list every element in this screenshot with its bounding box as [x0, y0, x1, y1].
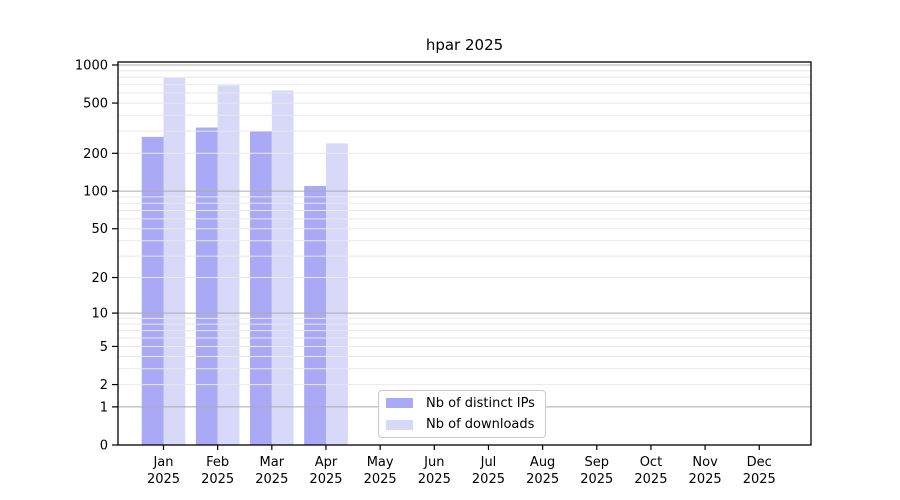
y-tick-label: 200 — [83, 147, 108, 162]
bar-downloads-mar — [271, 90, 294, 445]
bar-distinct-ips-apr — [304, 185, 326, 445]
plot-frame — [117, 61, 812, 446]
y-tick-label: 2 — [100, 378, 108, 393]
x-tick-label-sep: Sep 2025 — [580, 455, 613, 487]
x-tick-label-dec: Dec 2025 — [743, 455, 776, 487]
y-tick-label: 1000 — [75, 58, 108, 73]
y-tick-label: 0 — [100, 439, 108, 454]
y-tick-label: 5 — [100, 340, 108, 355]
bar-downloads-apr — [325, 143, 348, 445]
legend-label-downloads: Nb of downloads — [426, 417, 535, 433]
bar-distinct-ips-feb — [195, 127, 218, 445]
x-tick-label-feb: Feb 2025 — [201, 455, 234, 487]
x-tick-label-oct: Oct 2025 — [634, 455, 667, 487]
chart-title: hpar 2025 — [425, 36, 504, 54]
x-tick-label-aug: Aug 2025 — [526, 455, 559, 487]
x-tick-label-jan: Jan 2025 — [147, 455, 180, 487]
y-tick-label: 1 — [100, 400, 108, 415]
y-tick-label: 10 — [91, 307, 108, 322]
x-tick-label-nov: Nov 2025 — [689, 455, 722, 487]
bar-distinct-ips-mar — [250, 131, 272, 446]
y-tick-label: 20 — [91, 271, 108, 286]
legend-swatch-downloads — [386, 419, 413, 430]
x-tick-label-mar: Mar 2025 — [255, 455, 288, 487]
legend-item-distinct-ips: Nb of distinct IPs — [386, 394, 545, 412]
bar-distinct-ips-jan — [141, 136, 164, 445]
x-tick-label-may: May 2025 — [364, 455, 397, 487]
y-tick-label: 500 — [83, 97, 108, 112]
x-tick-label-apr: Apr 2025 — [309, 455, 342, 487]
x-tick-label-jul: Jul 2025 — [472, 455, 505, 487]
legend-item-downloads: Nb of downloads — [386, 416, 545, 434]
legend-label-distinct-ips: Nb of distinct IPs — [426, 395, 535, 411]
bar-downloads-feb — [217, 85, 240, 446]
bar-downloads-jan — [163, 77, 186, 445]
x-tick-label-jun: Jun 2025 — [418, 455, 451, 487]
y-tick-label: 50 — [91, 222, 108, 237]
legend: Nb of distinct IPs Nb of downloads — [378, 390, 546, 438]
legend-swatch-distinct-ips — [386, 398, 413, 409]
y-tick-label: 100 — [83, 185, 108, 200]
